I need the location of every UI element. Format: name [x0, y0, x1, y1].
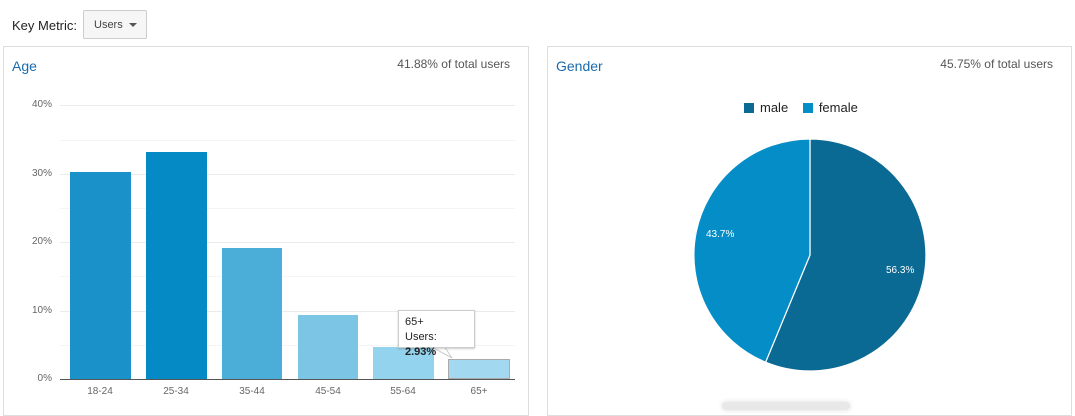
key-metric-label: Key Metric:	[12, 18, 78, 33]
y-tick: 20%	[31, 236, 52, 247]
bar-45-54[interactable]	[298, 315, 358, 379]
gridline	[60, 276, 515, 277]
y-tick: 40%	[31, 99, 52, 110]
toolbar: Key Metric: Users	[0, 0, 1075, 46]
gridline	[60, 208, 515, 209]
gender-legend: male female	[744, 100, 869, 115]
pie-label-female: 43.7%	[706, 229, 735, 240]
bar-55-64[interactable]	[373, 347, 434, 379]
legend-item-male[interactable]: male	[744, 100, 788, 115]
x-label: 55-64	[390, 386, 416, 397]
y-tick: 0%	[37, 373, 52, 384]
gridline	[60, 345, 515, 346]
bar-tooltip: 65+ Users: 2.93%	[398, 310, 475, 358]
pie-label-male: 56.3%	[886, 265, 915, 276]
x-label: 25-34	[163, 386, 189, 397]
age-title: Age	[12, 58, 37, 74]
x-label: 18-24	[87, 386, 113, 397]
pie-slice-female[interactable]	[693, 138, 811, 363]
age-subtitle: 41.88% of total users	[397, 57, 510, 71]
tooltip-category: 65+	[405, 316, 424, 328]
legend-swatch-female	[802, 103, 813, 113]
y-tick: 10%	[31, 305, 52, 316]
gridline	[60, 140, 515, 141]
tooltip-value: 2.93%	[405, 346, 437, 358]
chevron-down-icon	[129, 23, 137, 27]
gender-title: Gender	[556, 58, 603, 74]
pie-shadow	[722, 402, 850, 410]
x-label: 35-44	[239, 386, 265, 397]
legend-item-female[interactable]: female	[802, 100, 858, 115]
gridline	[60, 311, 515, 312]
pie-slice-male[interactable]	[764, 138, 927, 372]
key-metric-dropdown[interactable]: Users	[83, 10, 147, 39]
gridline	[60, 174, 515, 175]
gridline	[60, 242, 515, 243]
y-tick: 30%	[31, 168, 52, 179]
bar-25-34[interactable]	[146, 152, 207, 379]
key-metric-value: Users	[94, 19, 123, 31]
tooltip-pointer	[430, 346, 453, 359]
x-label: 45-54	[315, 386, 341, 397]
x-label: 65+	[470, 386, 488, 397]
bar-18-24[interactable]	[70, 172, 131, 379]
gender-pie-chart	[693, 138, 927, 372]
legend-swatch-male	[744, 103, 754, 113]
bar-65-plus[interactable]	[448, 359, 510, 379]
tooltip-value-line: Users: 2.93%	[405, 331, 437, 358]
bar-35-44[interactable]	[222, 248, 282, 379]
gridline	[60, 105, 515, 106]
gender-subtitle: 45.75% of total users	[940, 57, 1053, 71]
x-axis	[60, 379, 515, 380]
